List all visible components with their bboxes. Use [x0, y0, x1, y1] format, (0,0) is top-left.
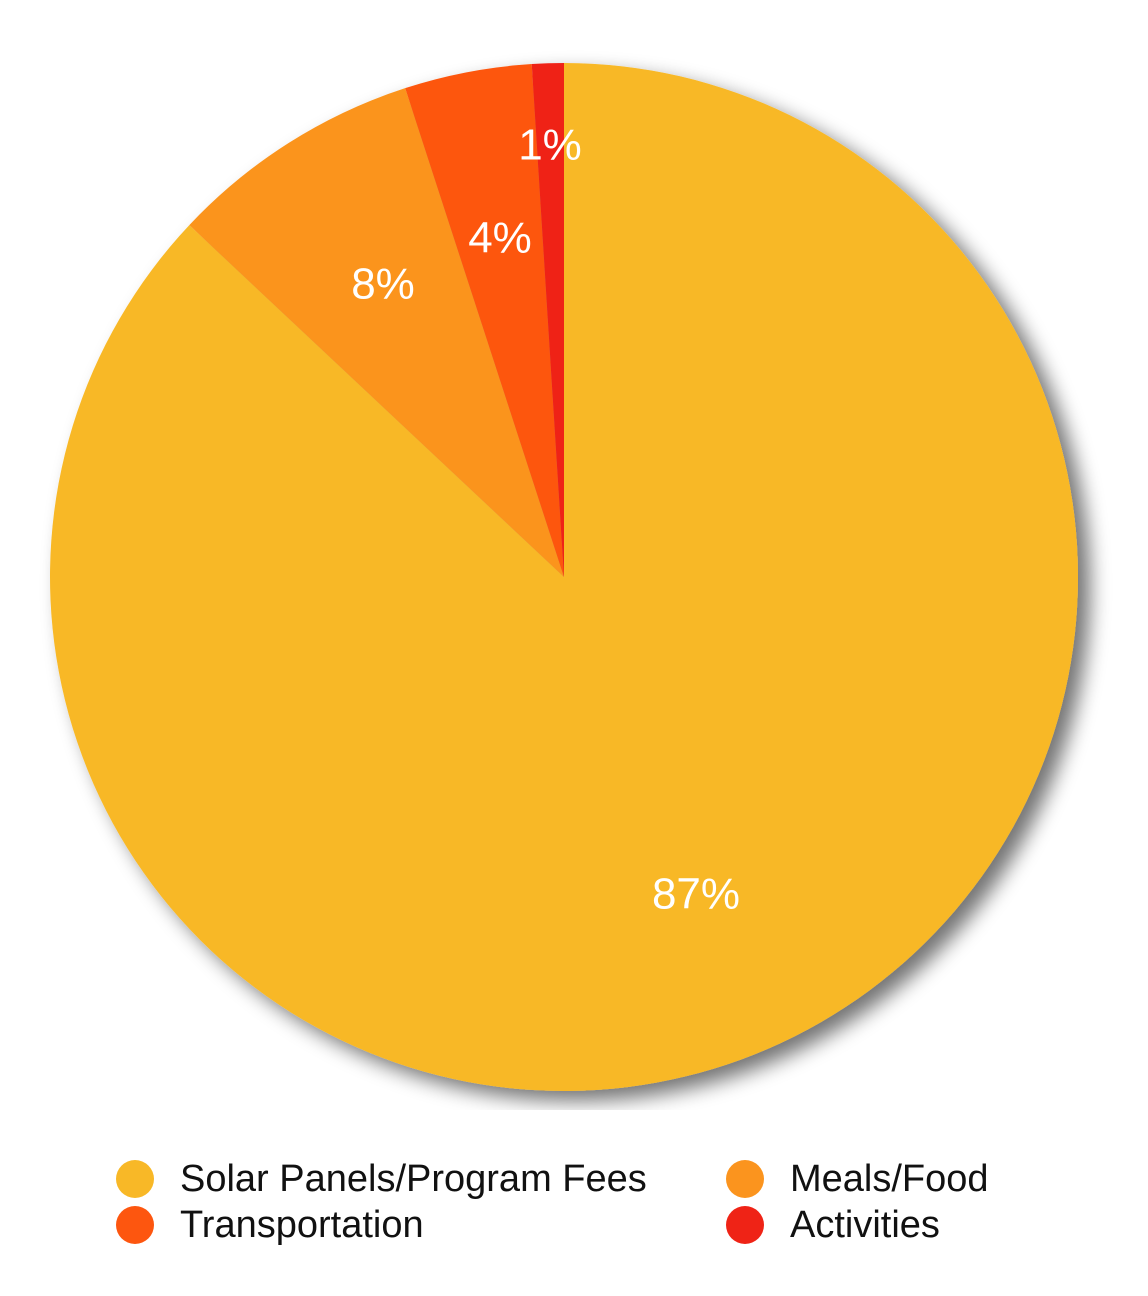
legend-label: Activities: [790, 1203, 940, 1246]
legend-item: Solar Panels/Program Fees: [116, 1158, 726, 1200]
pie-slice-meals-food: [189, 88, 564, 577]
legend-item: Activities: [726, 1204, 1026, 1246]
legend: Solar Panels/Program Fees Meals/Food Trans…: [116, 1158, 1036, 1246]
legend-item: Transportation: [116, 1204, 726, 1246]
legend-swatch: [116, 1206, 154, 1244]
legend-swatch: [726, 1206, 764, 1244]
legend-swatch: [116, 1160, 154, 1198]
pie-chart: 87% 8% 4% 1%: [49, 63, 1079, 1091]
legend-label: Solar Panels/Program Fees: [180, 1157, 647, 1200]
slice-data-label: 87%: [652, 870, 740, 919]
pie-labels: 87% 8% 4% 1%: [351, 121, 740, 919]
legend-swatch: [726, 1160, 764, 1198]
legend-label: Transportation: [180, 1203, 424, 1246]
slice-data-label: 8%: [351, 260, 415, 309]
legend-label: Meals/Food: [790, 1157, 989, 1200]
slice-data-label: 4%: [468, 214, 532, 263]
pie-slice-activities: [531, 63, 564, 577]
pie-slice-transportation: [405, 64, 564, 577]
slice-data-label: 1%: [518, 121, 582, 170]
legend-item: Meals/Food: [726, 1158, 1026, 1200]
pie-slices: [49, 63, 1079, 1091]
